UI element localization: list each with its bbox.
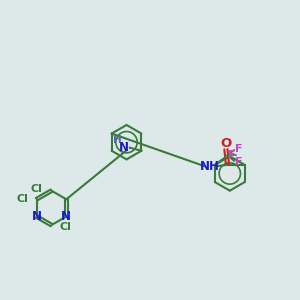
Text: NH: NH xyxy=(200,160,220,173)
Text: F: F xyxy=(228,151,236,160)
Text: Cl: Cl xyxy=(17,194,29,204)
Text: N: N xyxy=(119,141,129,154)
Text: Cl: Cl xyxy=(59,222,71,232)
Text: F: F xyxy=(235,144,242,154)
Text: N: N xyxy=(61,210,71,223)
Text: Cl: Cl xyxy=(30,184,42,194)
Text: H: H xyxy=(113,135,122,145)
Text: O: O xyxy=(220,137,232,150)
Text: F: F xyxy=(235,158,242,167)
Text: N: N xyxy=(32,210,41,223)
